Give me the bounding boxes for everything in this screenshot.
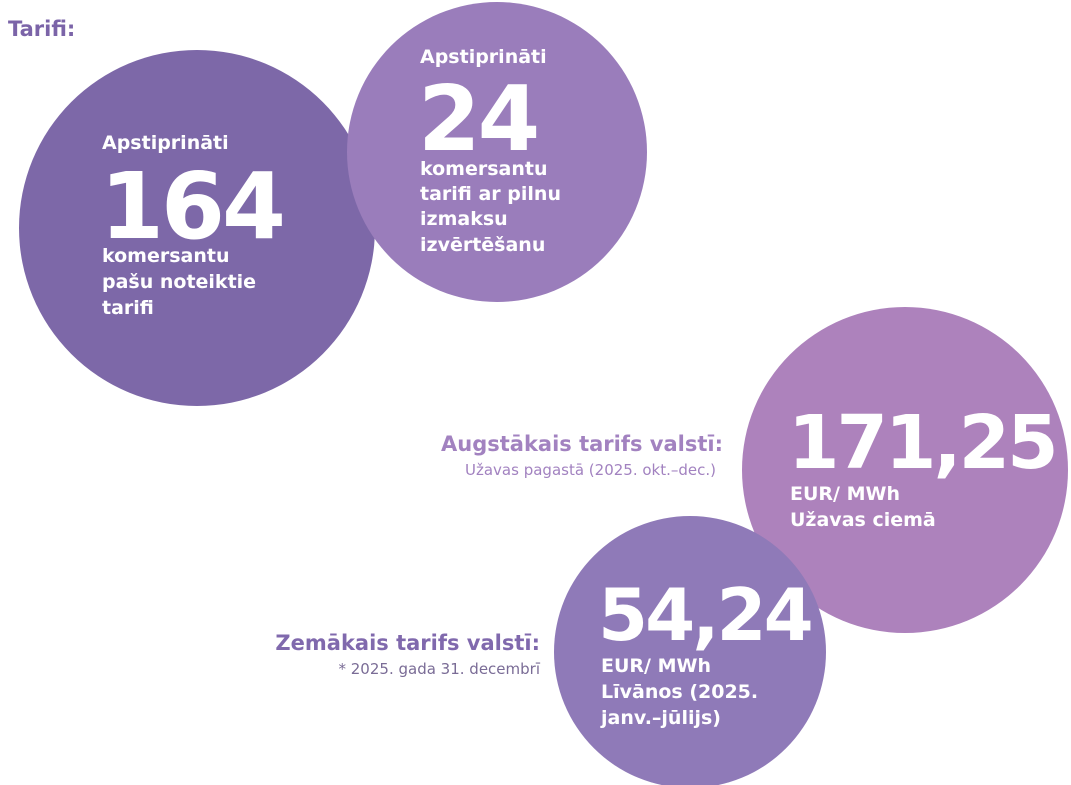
lowest-note: * 2025. gada 31. decembrī bbox=[339, 660, 541, 678]
circle bbox=[554, 516, 826, 785]
circle-line: izvērtēšanu bbox=[420, 234, 545, 256]
circle-number: 164 bbox=[100, 153, 283, 260]
highest-label: Augstākais tarifs valstī: bbox=[441, 432, 723, 456]
circle-line: pašu noteiktie bbox=[102, 271, 256, 293]
circle-heading: Apstiprināti bbox=[102, 132, 229, 154]
circle-line: izmaksu bbox=[420, 208, 508, 230]
circle-number: 24 bbox=[418, 67, 537, 172]
circle-number: 171,25 bbox=[788, 400, 1056, 486]
circle-line: EUR/ MWh bbox=[601, 655, 711, 677]
circle-line: komersantu bbox=[102, 245, 230, 267]
circle-number: 54,24 bbox=[598, 573, 811, 657]
circle bbox=[19, 50, 375, 406]
circle-line: tarifi ar pilnu bbox=[420, 183, 561, 205]
circle-line: tarifi bbox=[102, 297, 154, 319]
circle-line: Līvānos (2025. bbox=[601, 681, 758, 703]
circle-line: janv.–jūlijs) bbox=[600, 707, 721, 729]
circle-line: komersantu bbox=[420, 158, 548, 180]
highest-note: Užavas pagastā (2025. okt.–dec.) bbox=[465, 461, 716, 479]
lowest-label: Zemākais tarifs valstī: bbox=[275, 631, 540, 655]
circle bbox=[347, 2, 647, 302]
circle-heading: Apstiprināti bbox=[420, 46, 547, 68]
title: Tarifi: bbox=[8, 17, 75, 41]
circle-line: Užavas ciemā bbox=[790, 509, 936, 531]
circle bbox=[742, 307, 1068, 633]
circle-line: EUR/ MWh bbox=[790, 483, 900, 505]
